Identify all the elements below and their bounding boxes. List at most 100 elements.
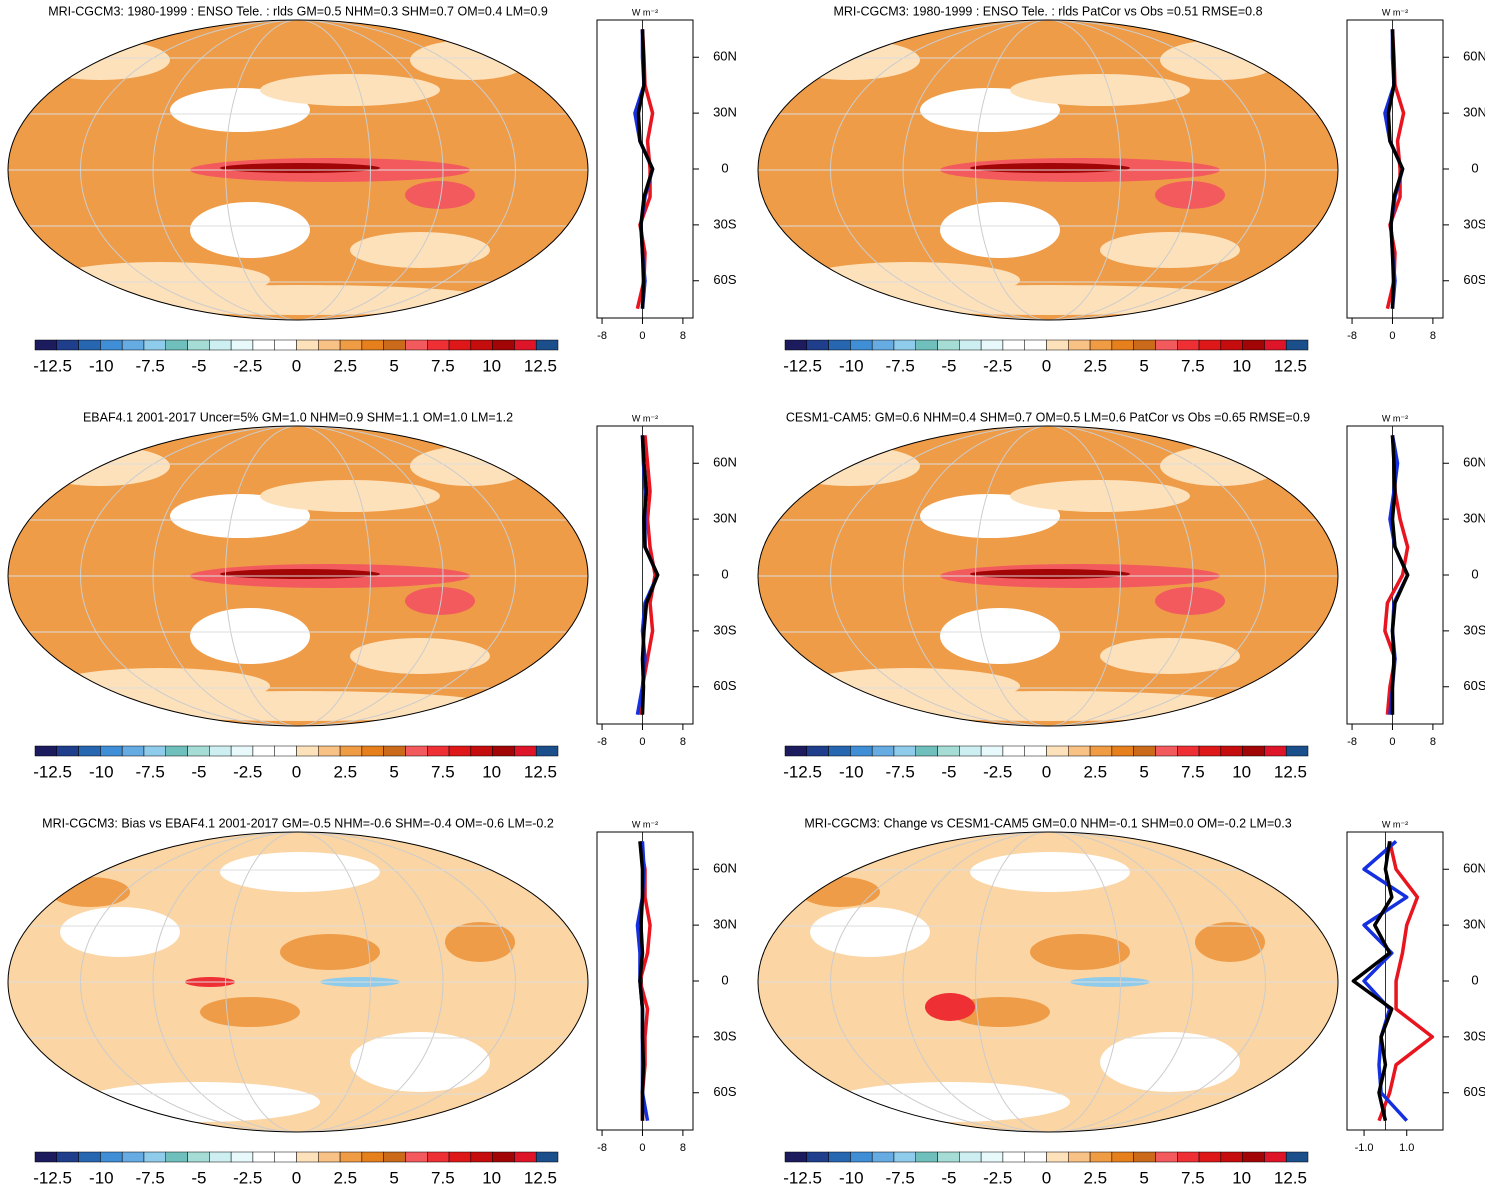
colorbar-box	[448, 1151, 472, 1163]
colorbar-box	[1198, 745, 1222, 757]
colorbar-box	[78, 339, 101, 351]
colorbar-box	[514, 339, 537, 351]
colorbar-box	[535, 339, 559, 351]
y-tick-label: 60S	[1463, 1084, 1485, 1099]
colorbar-label: 12.5	[1274, 1168, 1307, 1187]
colorbar-box	[361, 339, 384, 351]
colorbar-box	[100, 1151, 123, 1163]
panel-title: MRI-CGCM3: Change vs CESM1-CAM5 GM=0.0 N…	[804, 816, 1291, 830]
y-tick-label: 60N	[1463, 455, 1485, 470]
x-tick-label: -1.0	[1355, 1142, 1374, 1154]
colorbar-box	[100, 745, 123, 757]
colorbar-box	[143, 339, 166, 351]
y-tick-label: 60N	[713, 861, 737, 876]
colorbar-label: 0	[292, 1168, 301, 1187]
y-tick-label: 30S	[713, 622, 736, 637]
y-tick-label: 60N	[713, 455, 737, 470]
map-region	[970, 569, 1130, 579]
colorbar-label: -10	[839, 1168, 864, 1187]
zonal-line	[1390, 435, 1410, 715]
colorbar-box	[209, 745, 232, 757]
colorbar-label: -12.5	[783, 1168, 822, 1187]
colorbar-box	[850, 1151, 873, 1163]
colorbar-box	[427, 745, 450, 757]
colorbar-label: -7.5	[885, 356, 914, 375]
colorbar-box	[514, 1151, 537, 1163]
colorbar-box	[1046, 745, 1069, 757]
colorbar-box	[535, 1151, 559, 1163]
colorbar-label: -7.5	[135, 1168, 164, 1187]
colorbar-label: 5	[389, 356, 398, 375]
map-region	[260, 74, 440, 106]
colorbar-box	[893, 745, 916, 757]
colorbar-box	[806, 339, 829, 351]
colorbar-box	[1089, 745, 1113, 757]
colorbar-box	[1111, 339, 1134, 351]
colorbar-box	[1285, 1151, 1309, 1163]
colorbar-box	[871, 745, 895, 757]
map-region	[925, 993, 975, 1021]
colorbar-box	[1133, 745, 1156, 757]
x-tick-label: 8	[680, 330, 686, 342]
colorbar-box	[1220, 1151, 1243, 1163]
colorbar-label: -5	[941, 356, 956, 375]
colorbar-box	[274, 745, 297, 757]
colorbar-label: 0	[1042, 1168, 1051, 1187]
map-region	[1100, 232, 1240, 268]
colorbar-box	[34, 745, 58, 757]
colorbar-label: 2.5	[333, 356, 357, 375]
map-region	[1155, 181, 1225, 209]
y-tick-label: 60N	[1463, 49, 1485, 64]
colorbar-box	[1046, 339, 1069, 351]
y-tick-label: 30N	[1463, 917, 1485, 932]
zonal-line	[636, 29, 655, 309]
colorbar-box	[56, 1151, 79, 1163]
colorbar-label: -12.5	[783, 356, 822, 375]
colorbar-box	[339, 339, 363, 351]
map-region	[970, 163, 1130, 173]
colorbar-box	[828, 339, 851, 351]
y-tick-label: 0	[721, 160, 728, 175]
map-region	[850, 285, 1250, 315]
colorbar-box	[1155, 745, 1178, 757]
colorbar-box	[209, 339, 232, 351]
colorbar-box	[339, 1151, 363, 1163]
y-tick-label: 30N	[1463, 105, 1485, 120]
colorbar-label: -10	[89, 356, 114, 375]
x-tick-label: 8	[1430, 736, 1436, 748]
x-tick-label: 1.0	[1399, 1142, 1414, 1154]
map-region	[260, 480, 440, 512]
x-tick-label: 0	[639, 1142, 645, 1154]
colorbar-box	[937, 745, 960, 757]
panel: MRI-CGCM3: Bias vs EBAF4.1 2001-2017 GM=…	[7, 816, 737, 1187]
colorbar-label: 7.5	[1181, 762, 1205, 781]
zonal-line	[1362, 839, 1409, 1122]
map-region	[800, 877, 880, 907]
map-region	[410, 40, 530, 80]
colorbar-box	[318, 1151, 341, 1163]
colorbar-box	[78, 745, 101, 757]
zonal-line	[640, 435, 660, 715]
colorbar-box	[383, 339, 406, 351]
colorbar-label: 0	[1042, 356, 1051, 375]
colorbar-box	[56, 745, 79, 757]
colorbar-label: 5	[389, 1168, 398, 1187]
colorbar-box	[339, 745, 363, 757]
map-region	[920, 88, 1060, 132]
colorbar-box	[915, 1151, 938, 1163]
map-region	[405, 587, 475, 615]
colorbar-box	[1242, 745, 1265, 757]
colorbar-box	[121, 745, 145, 757]
y-tick-label: 0	[721, 972, 728, 987]
map-region	[1160, 40, 1280, 80]
colorbar-label: 0	[1042, 762, 1051, 781]
map-region	[220, 852, 380, 892]
y-tick-label: 30S	[1463, 216, 1485, 231]
colorbar-label: 0	[292, 762, 301, 781]
map-region	[940, 202, 1060, 258]
panel: CESM1-CAM5: GM=0.6 NHM=0.4 SHM=0.7 OM=0.…	[757, 410, 1485, 781]
x-tick-label: -8	[597, 736, 607, 748]
colorbar-box	[100, 339, 123, 351]
colorbar-box	[274, 339, 297, 351]
